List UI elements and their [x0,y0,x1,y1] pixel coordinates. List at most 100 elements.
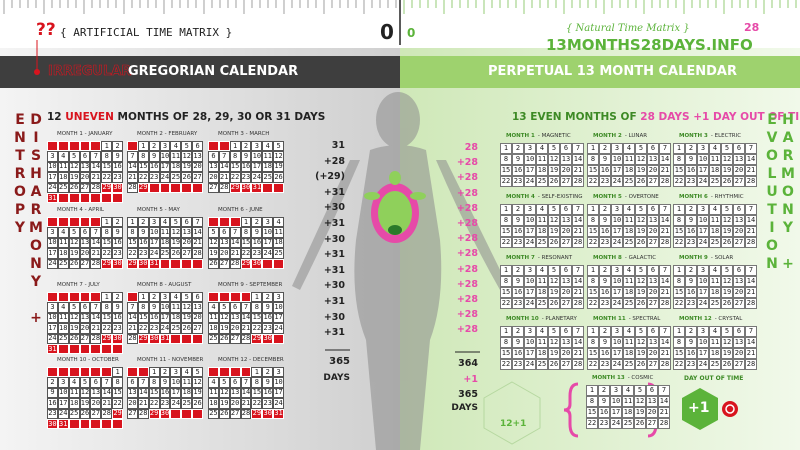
day-cell: 11 [536,154,548,165]
day-cell: 28 [659,359,671,370]
day-cell: 11 [181,377,193,388]
day-cell: 18 [536,287,548,298]
day-cell: 7 [572,326,584,337]
day-cell: 2 [599,265,611,276]
day-cell: 17 [251,161,263,173]
day-cell: 21 [572,287,584,298]
day-cell: 17 [697,165,709,176]
day-cell: 21 [572,348,584,359]
day-cell: 14 [572,337,584,348]
day-cell: 5 [181,292,193,303]
day-cell: 4 [623,204,635,215]
month-label: MONTH 11- SPECTRAL [593,316,660,323]
empty-cell [79,217,91,228]
day-cell: 17 [170,387,182,399]
day-cell: 2 [685,265,697,276]
day-cell: 3 [170,367,182,378]
month-label: MONTH 1- MAGNETIC [506,133,571,140]
day-cell: 26 [548,359,560,370]
day-cell: 11 [623,337,635,348]
day-cell: 9 [685,337,697,348]
day-cell: 31 [57,419,69,430]
day-cell: 10 [611,276,623,287]
day-cell: 21 [659,226,671,237]
day-cell: 9 [240,151,252,162]
day-cell: 18 [709,165,721,176]
day-cell: 25 [709,298,721,309]
day-cell: 4 [57,151,69,162]
day-cell: 5 [721,143,733,154]
band-title: PERPETUAL 13 MONTH CALENDAR [488,64,737,79]
day-cell: 3 [697,326,709,337]
day-cell: 25 [208,333,219,344]
day-cell: 24 [170,398,182,409]
day-cell: 6 [560,204,572,215]
day-cell: 15 [500,287,512,298]
month-sum: +28 [456,294,478,305]
day-cell: 25 [170,172,182,183]
empty-cell [47,292,58,303]
day-cell: 17 [524,226,536,237]
day-cell: 9 [598,396,610,407]
day-cell: 3 [159,141,171,152]
day-cell: 20 [647,165,659,176]
day-cell: 3 [159,292,171,303]
day-cell: 28 [659,176,671,187]
day-cell: 8 [112,377,123,388]
day-cell: 25 [181,398,193,409]
day-cell: 28 [745,359,757,370]
day-cell: 23 [512,176,524,187]
day-cell: 30 [112,333,123,344]
day-cell: 5 [192,367,203,378]
day-cell: 10 [148,227,160,238]
day-cell: 17 [697,226,709,237]
day-cell: 10 [159,151,171,162]
empty-cell [90,419,102,430]
day-cell: 6 [192,141,203,152]
day-cell: 22 [500,237,512,248]
day-cell: 15 [500,226,512,237]
day-cell: 6 [733,143,745,154]
month-name: - GALACTIC [624,255,657,261]
day-cell: 25 [170,323,182,334]
day-cell: 13 [79,237,91,249]
day-cell: 1 [587,143,599,154]
empty-cell [68,419,80,430]
day-cell: 1 [101,217,113,228]
day-cell: 15 [673,165,685,176]
day-cell: 16 [148,161,160,173]
day-cell: 6 [90,377,102,388]
month-label: MONTH 10- PLANETARY [506,316,577,323]
day-cell: 13 [733,215,745,226]
month-number: MONTH 7 [506,255,535,261]
day-cell: 9 [112,227,123,238]
day-cell: 19 [170,237,182,249]
day-cell: 23 [112,248,123,259]
day-cell: 4 [709,326,721,337]
day-cell: 19 [634,407,646,418]
empty-cell [68,193,80,204]
left-matrix: { ARTIFICIAL TIME MATRIX } [60,26,233,39]
day-cell: 24 [524,176,536,187]
month-sum: +28 [456,218,478,229]
day-cell: 21 [127,172,138,183]
day-cell: 13 [192,302,203,313]
day-cell: 25 [623,176,635,187]
day-cell: 28 [90,333,102,344]
empty-cell [218,367,230,378]
day-cell: 23 [599,298,611,309]
day-cell: 1 [673,143,685,154]
day-cell: 2 [512,326,524,337]
empty-cell [127,141,138,152]
day-cell: 15 [137,161,149,173]
day-cell: 27 [647,176,659,187]
day-cell: 10 [47,312,58,324]
day-cell: 25 [57,333,69,344]
day-cell: 6 [229,377,241,388]
day-cell: 22 [500,359,512,370]
day-cell: 15 [137,312,149,324]
day-cell: 13 [229,312,241,324]
day-cell: 21 [137,398,149,409]
day-cell: 27 [218,258,230,269]
day-cell: 25 [57,182,69,193]
